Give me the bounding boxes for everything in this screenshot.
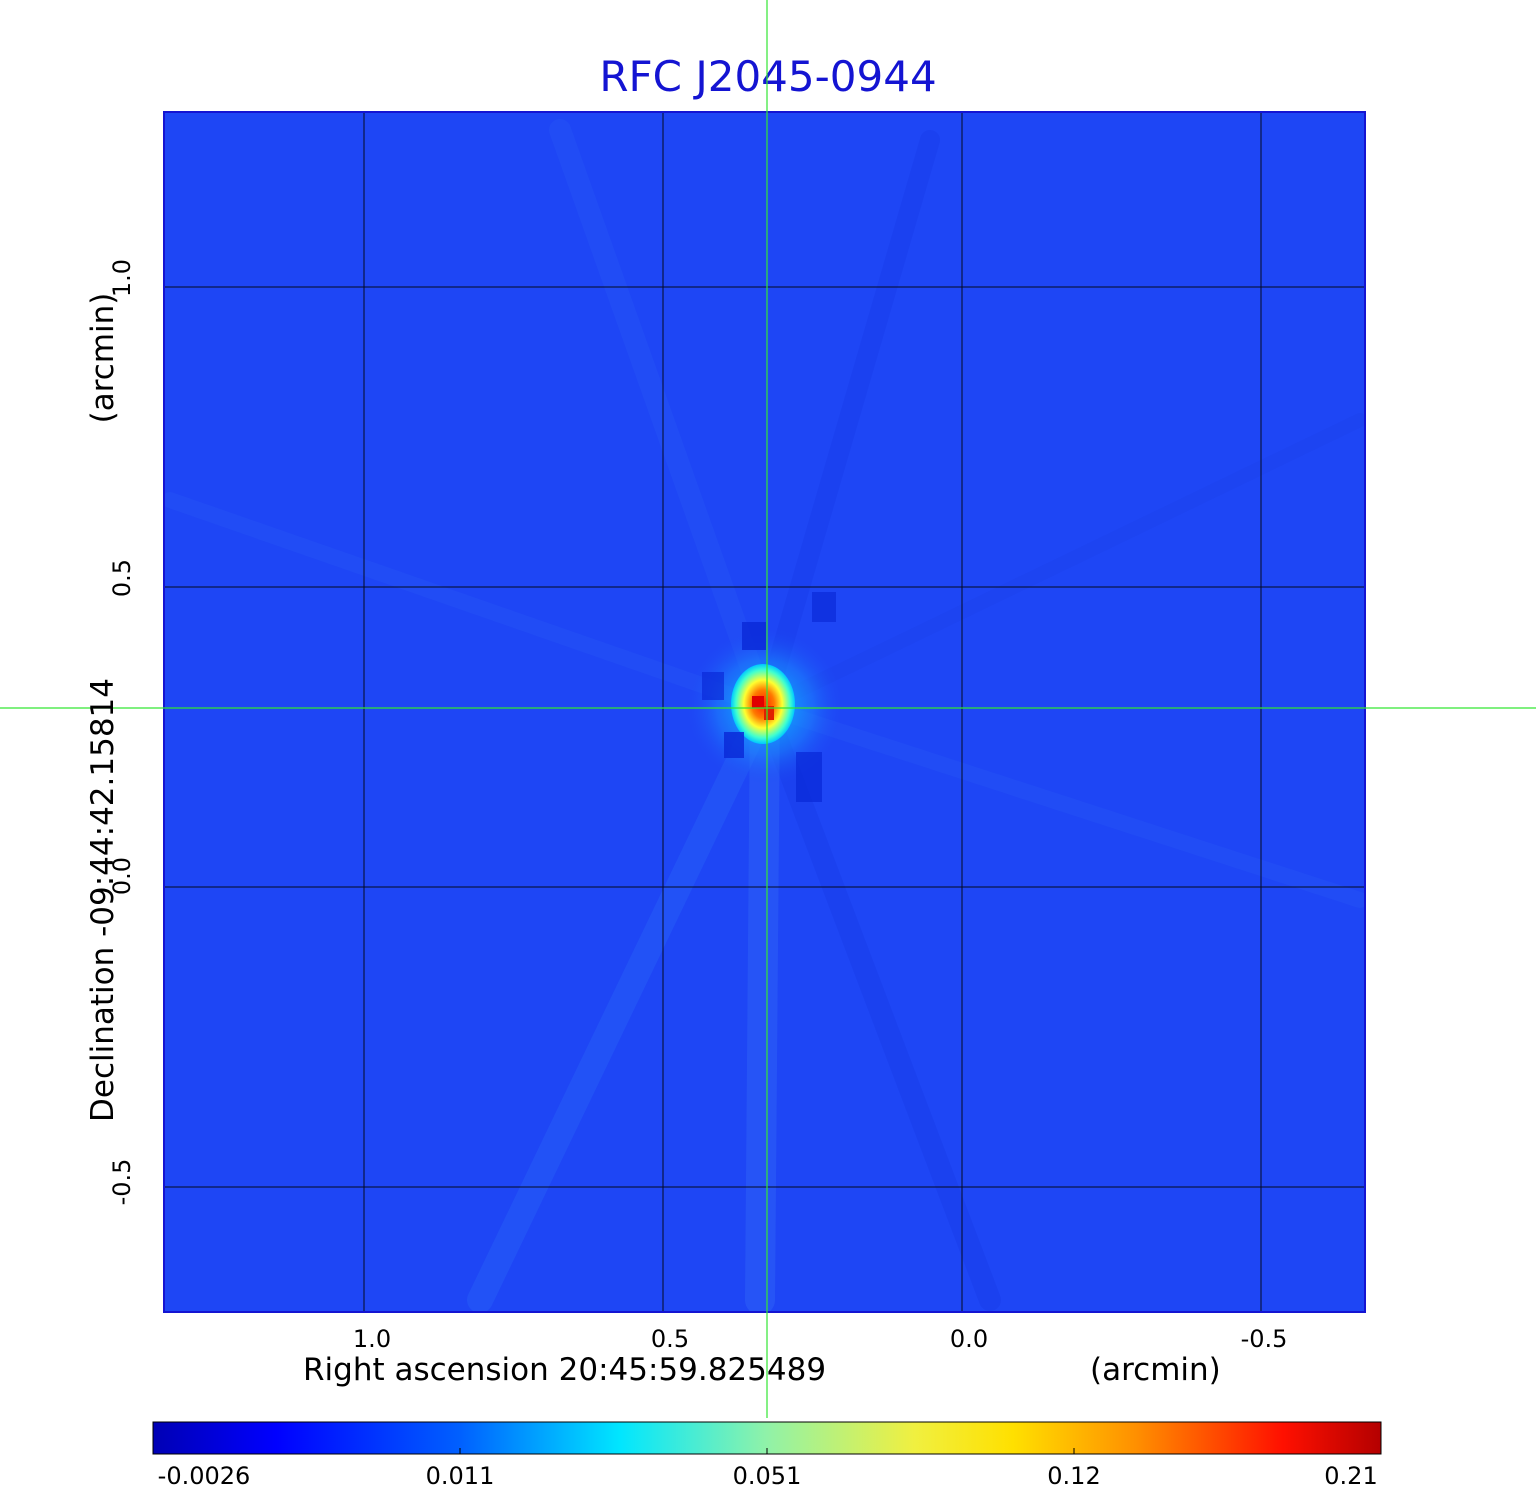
x-tick-label: -0.5 <box>1240 1325 1288 1353</box>
colorbar-ticks <box>459 1448 1075 1454</box>
colorbar-tick-label: 0.011 <box>425 1462 495 1490</box>
source-blob <box>685 592 845 802</box>
plot-title: RFC J2045-0944 <box>599 52 937 101</box>
x-tick-label: 0.5 <box>650 1325 690 1353</box>
coordinate-grid <box>164 112 1365 1312</box>
x-axis-label: Right ascension 20:45:59.825489 <box>303 1352 827 1388</box>
y-tick-label: 0.5 <box>108 558 136 598</box>
y-axis-label: Declination -09:44:42.15814 <box>85 678 121 1122</box>
colorbar-tick-label: 0.051 <box>732 1462 802 1490</box>
colorbar-tick-label: 0.21 <box>1324 1462 1378 1490</box>
y-tick-label: -0.5 <box>108 1158 136 1206</box>
x-tick-label: 1.0 <box>352 1325 392 1353</box>
y-tick-label: 1.0 <box>108 258 136 298</box>
crosshair <box>0 0 1536 1418</box>
colorbar-tick-label: 0.12 <box>1047 1462 1101 1490</box>
x-axis-unit: (arcmin) <box>1090 1352 1221 1388</box>
map-frame <box>163 111 1366 1313</box>
colorbar-tick-label: -0.0026 <box>157 1462 251 1490</box>
x-tick-label: 0.0 <box>949 1325 989 1353</box>
y-axis-unit: (arcmin) <box>85 292 121 424</box>
